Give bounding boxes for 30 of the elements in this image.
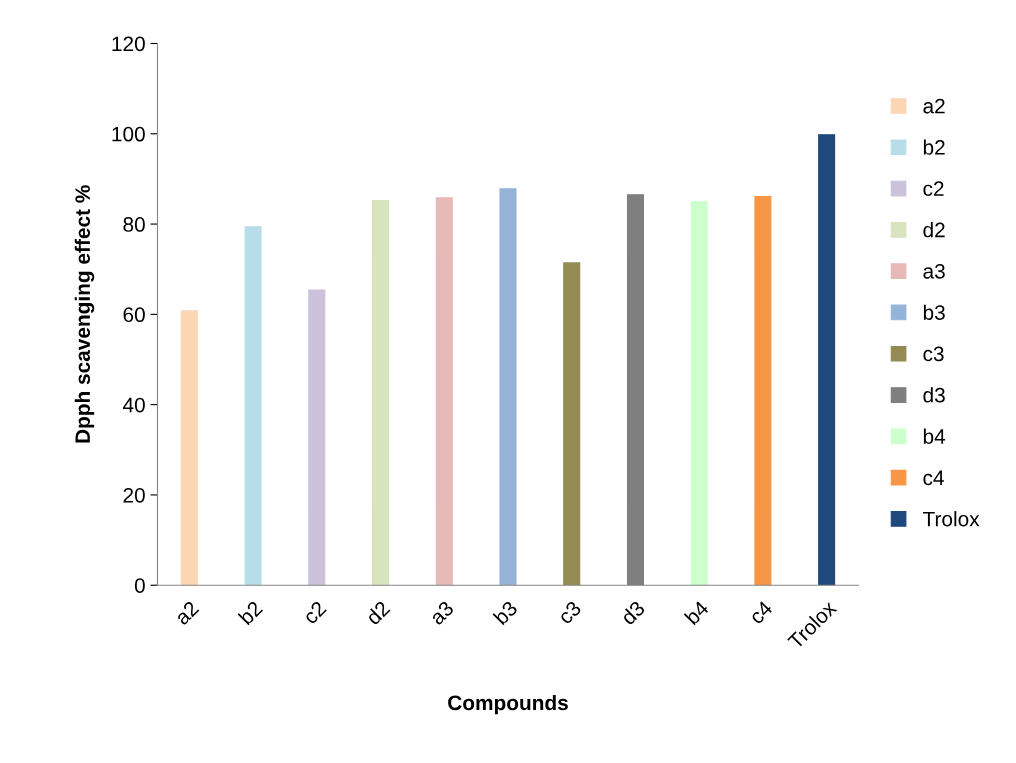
x-tick-label: a3: [428, 600, 455, 626]
x-tick-label: b2: [237, 599, 264, 626]
x-tick-label: b3: [492, 599, 519, 626]
x-tick-label: c3: [557, 600, 582, 625]
legend-label: Trolox: [923, 511, 980, 527]
legend-label: b4: [923, 428, 946, 444]
y-tick-label: 20: [123, 487, 145, 503]
x-tick-label: c2: [302, 600, 327, 625]
x-tick-label: c4: [748, 600, 774, 625]
y-tick-label: 80: [123, 217, 145, 232]
x-tick-label: a2: [173, 600, 200, 626]
legend-label: a3: [923, 263, 945, 279]
legend-label: b3: [923, 304, 945, 320]
x-tick-label: d2: [364, 599, 391, 626]
legend-label: c4: [923, 470, 944, 486]
y-tick-label: 40: [122, 397, 145, 413]
legend-label: a2: [923, 98, 945, 114]
legend-label: b2: [923, 139, 945, 155]
y-tick-label: 120: [112, 36, 145, 52]
y-tick-label: 60: [123, 307, 145, 323]
y-axis-title: Dpph scavenging effect %: [74, 185, 95, 443]
legend-label: d2: [923, 222, 945, 238]
legend-label: c2: [923, 181, 944, 197]
y-tick-label: 0: [134, 578, 145, 593]
x-tick-label: b4: [683, 599, 710, 626]
x-tick-label: d3: [619, 599, 646, 626]
legend-label: c3: [923, 346, 944, 362]
y-tick-label: 100: [112, 126, 145, 142]
legend-label: d3: [923, 387, 945, 403]
x-axis-title: Compounds: [448, 694, 568, 715]
